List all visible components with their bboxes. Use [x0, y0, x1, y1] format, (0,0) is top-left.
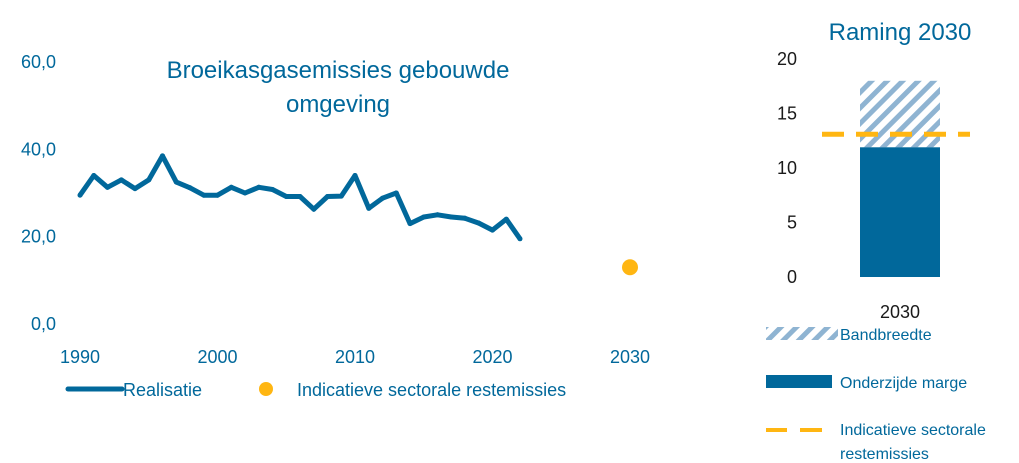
onderzijde-marge-bar: [860, 147, 940, 277]
realisatie-point: [366, 205, 372, 211]
realisatie-point: [311, 206, 317, 212]
main-x-tick-label: 2030: [610, 347, 650, 367]
realisatie-point: [187, 185, 193, 191]
realisatie-point: [393, 190, 399, 196]
raming-y-tick-label: 10: [777, 158, 797, 178]
realisatie-point: [77, 192, 83, 198]
legend-onderzijde-swatch: [766, 375, 832, 388]
legend-indicatieve-label-line-1: Indicatieve sectorale: [840, 422, 986, 439]
main-x-tick-label: 2020: [472, 347, 512, 367]
legend-onderzijde-label: Onderzijde marge: [840, 375, 967, 392]
raming-y-tick-label: 15: [777, 104, 797, 124]
realisatie-point: [462, 215, 468, 221]
realisatie-point: [132, 186, 138, 192]
realisatie-point: [407, 221, 413, 227]
legend-realisatie-label: Realisatie: [123, 380, 202, 400]
legend-bandbreedte-swatch: [766, 327, 838, 340]
bandbreedte-bar: [860, 80, 940, 148]
main-y-axis-ticks: 0,0 20,0 40,0 60,0: [21, 52, 56, 334]
raming-legend: Bandbreedte Onderzijde marge Indicatieve…: [766, 327, 986, 463]
raming-chart-title: Raming 2030: [829, 19, 972, 46]
realisatie-point: [325, 194, 330, 199]
raming-y-tick-label: 5: [787, 213, 797, 233]
realisatie-point: [256, 184, 262, 190]
legend-restemissies-swatch: [259, 382, 273, 396]
main-x-tick-label: 1990: [60, 347, 100, 367]
realisatie-point: [91, 173, 97, 178]
realisatie-point: [105, 184, 110, 190]
realisatie-point: [283, 194, 289, 199]
main-y-tick-label: 0,0: [31, 314, 56, 334]
main-x-tick-label: 2000: [197, 347, 237, 367]
main-plot-area: [77, 153, 638, 276]
main-y-tick-label: 40,0: [21, 139, 56, 159]
realisatie-point: [201, 192, 207, 198]
main-chart-title-line-1: Broeikasgasemissies gebouwde: [167, 57, 510, 84]
legend-bandbreedte-label: Bandbreedte: [840, 327, 932, 344]
realisatie-point: [160, 153, 165, 159]
realisatie-point: [270, 187, 275, 192]
main-legend: Realisatie Indicatieve sectorale restemi…: [65, 380, 566, 400]
realisatie-point: [297, 194, 303, 199]
raming-y-tick-label: 0: [787, 267, 797, 287]
legend-restemissies-label: Indicatieve sectorale restemissies: [297, 380, 566, 400]
raming-y-tick-label: 20: [777, 49, 797, 69]
main-y-tick-label: 60,0: [21, 52, 56, 72]
realisatie-point: [517, 236, 523, 242]
realisatie-point: [228, 184, 234, 190]
realisatie-point: [448, 214, 454, 220]
raming-y-axis-ticks: 0 5 10 15 20: [777, 49, 797, 287]
realisatie-point: [476, 220, 482, 226]
raming-x-tick-2030: 2030: [880, 302, 920, 322]
realisatie-point: [421, 214, 427, 220]
main-x-tick-label: 2010: [335, 347, 375, 367]
realisatie-point: [118, 177, 124, 183]
realisatie-point: [338, 193, 344, 199]
main-x-axis-ticks: 1990 2000 2010 2020 2030: [60, 347, 650, 367]
legend-indicatieve-label-line-2: restemissies: [840, 446, 929, 463]
realisatie-point: [242, 190, 248, 196]
realisatie-point: [146, 177, 152, 183]
restemissies-point: [622, 259, 638, 276]
raming-plot-area: [822, 80, 970, 277]
main-y-tick-label: 20,0: [21, 227, 56, 247]
realisatie-point: [503, 216, 509, 222]
realisatie-point: [490, 227, 495, 233]
realisatie-point: [380, 195, 385, 201]
realisatie-point: [435, 212, 440, 218]
realisatie-point: [173, 179, 179, 185]
realisatie-point: [215, 192, 220, 198]
main-chart-title-line-2: omgeving: [286, 91, 390, 118]
realisatie-point: [352, 173, 358, 178]
